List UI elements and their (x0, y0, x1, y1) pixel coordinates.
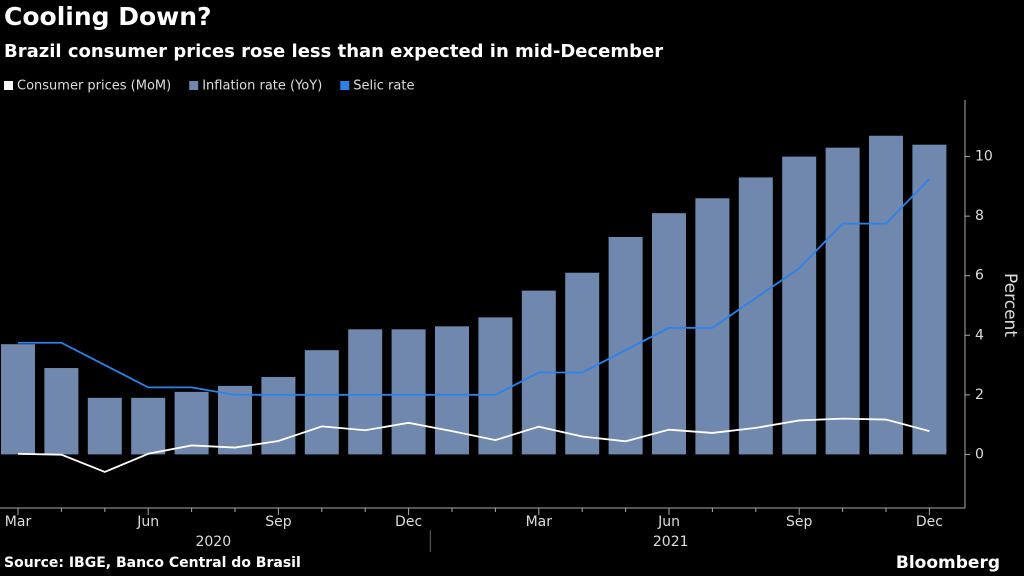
bar (304, 350, 339, 455)
bar (391, 329, 426, 455)
bar (44, 368, 79, 455)
line (18, 178, 931, 396)
bar (825, 147, 860, 455)
y-tick-label: 8 (975, 208, 984, 224)
legend-label: Consumer prices (MoM) (17, 79, 171, 94)
x-tick-label: Mar (526, 514, 553, 530)
legend-swatch (4, 81, 13, 90)
bar (131, 397, 166, 455)
legend-swatch (340, 81, 350, 90)
bar (1, 344, 35, 455)
bar (738, 177, 773, 455)
x-group-label: 2021 (653, 534, 689, 550)
line (17, 417, 930, 473)
bar (695, 198, 730, 455)
bar (348, 329, 383, 455)
bar (174, 391, 209, 455)
bar (218, 385, 252, 455)
y-tick-label: 4 (975, 327, 984, 343)
y-tick-label: 0 (975, 446, 984, 462)
x-tick-label: Jun (657, 514, 680, 530)
bar (478, 317, 513, 455)
bar (435, 326, 469, 455)
x-tick-label: Sep (265, 514, 292, 530)
x-tick-label: Sep (786, 514, 813, 530)
x-tick-label: Dec (395, 514, 422, 530)
bar (912, 144, 947, 455)
legend-swatch (189, 81, 199, 90)
y-tick-label: 6 (975, 268, 984, 284)
y-tick-label: 10 (975, 149, 993, 165)
x-tick-label: Jun (136, 514, 159, 530)
bar (869, 135, 903, 455)
bar (565, 272, 600, 455)
x-group-label: 2020 (195, 534, 231, 550)
legend-label: Inflation rate (YoY) (202, 79, 322, 94)
y-tick-label: 2 (975, 387, 984, 403)
bar (782, 156, 817, 455)
chart-title: Cooling Down? (4, 2, 212, 31)
source: Source: IBGE, Banco Central do Brasil (4, 555, 301, 571)
bar (87, 397, 122, 455)
brand: Bloomberg (896, 553, 1000, 573)
legend-label: Selic rate (353, 79, 414, 94)
y-axis-label: Percent (1000, 273, 1020, 337)
chart-subtitle: Brazil consumer prices rose less than ex… (4, 41, 663, 62)
bar (608, 236, 643, 455)
x-tick-label: Mar (5, 514, 32, 530)
x-tick-label: Dec (916, 514, 943, 530)
